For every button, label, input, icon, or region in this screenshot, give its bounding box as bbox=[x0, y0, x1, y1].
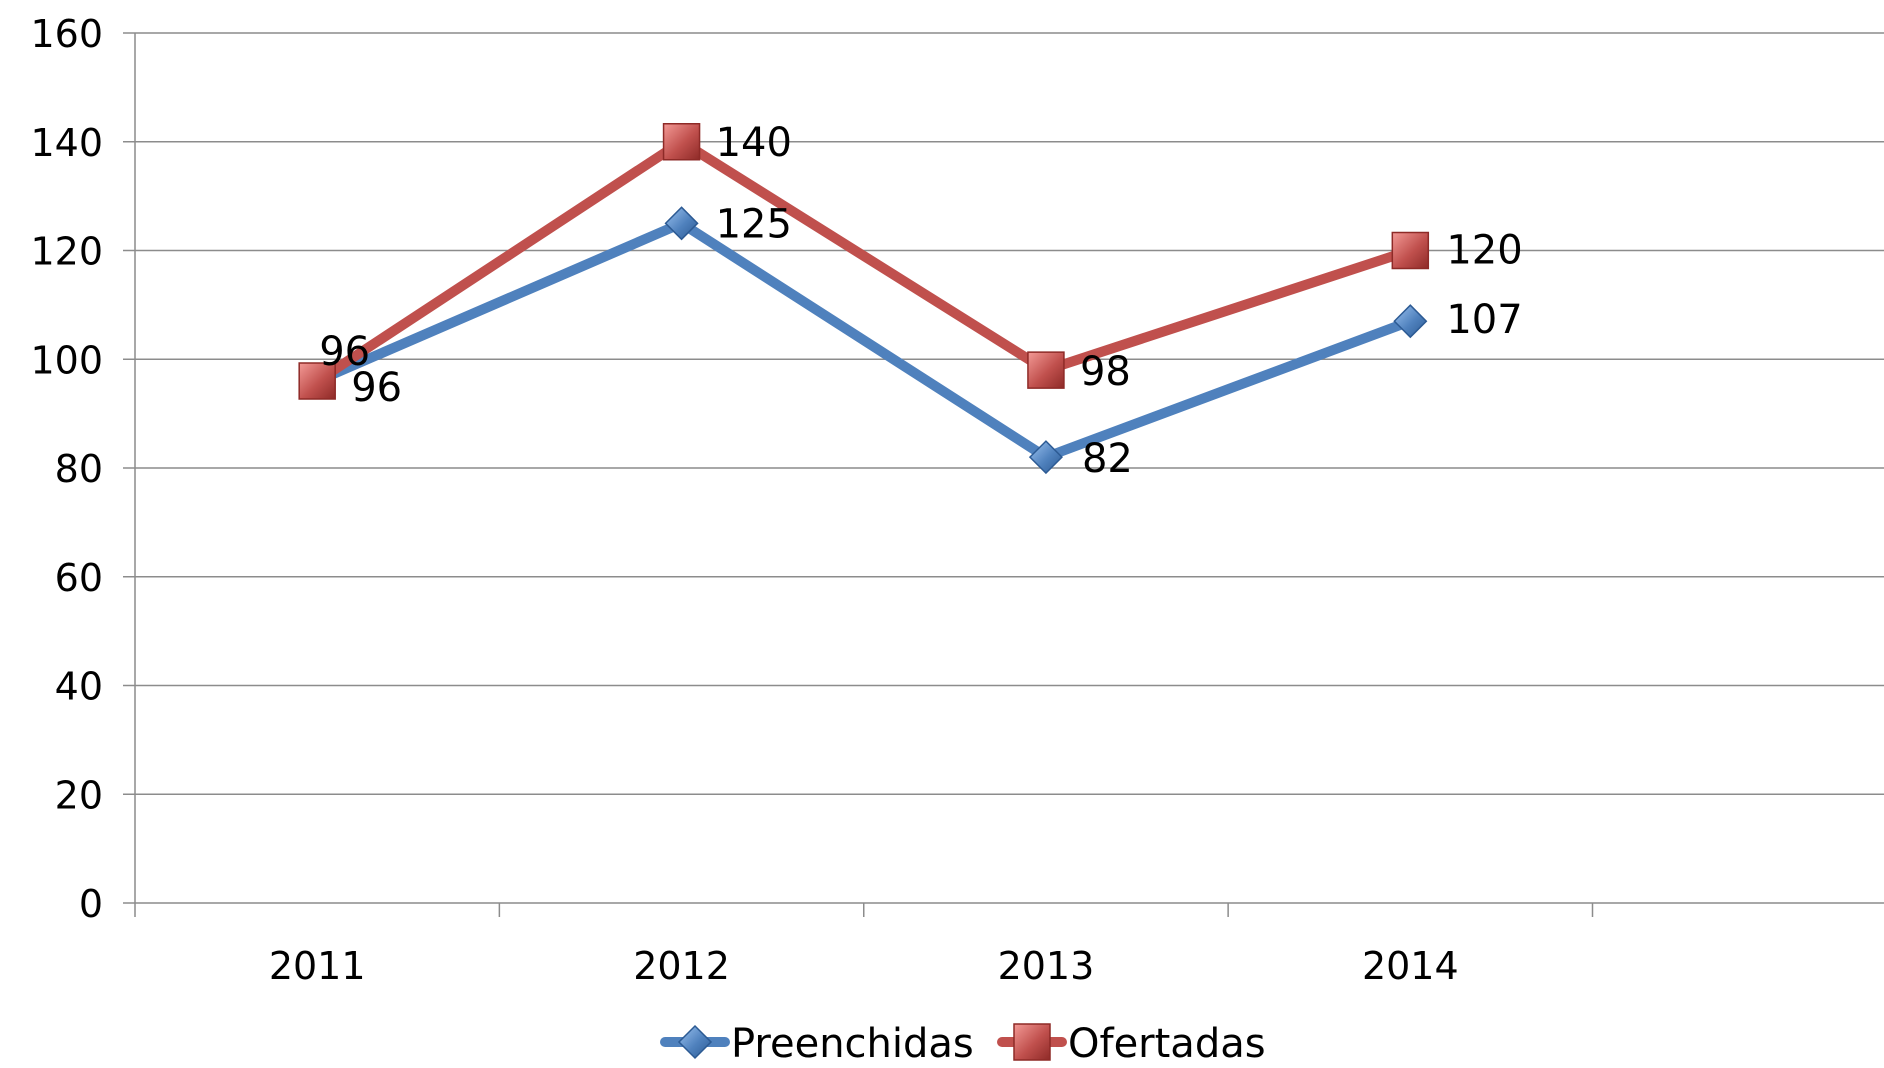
y-tick-label: 20 bbox=[55, 773, 103, 817]
point-ofertadas bbox=[1391, 231, 1430, 270]
legend: Preenchidas Ofertadas bbox=[660, 1021, 1266, 1067]
gridlines bbox=[135, 32, 1884, 795]
point-preenchidas bbox=[1028, 440, 1064, 475]
y-tick-label: 0 bbox=[79, 882, 103, 926]
y-tick-label: 140 bbox=[30, 121, 103, 165]
x-tick-label: 2014 bbox=[1362, 944, 1459, 988]
y-tick-label: 40 bbox=[55, 665, 103, 709]
axes: 0 20 40 60 80 100 120 140 160 2011 2012 2013 2014 bbox=[30, 12, 1884, 988]
data-label: 98 bbox=[1080, 349, 1131, 395]
legend-item-preenchidas: Preenchidas bbox=[660, 1021, 974, 1067]
legend-label: Preenchidas bbox=[731, 1021, 974, 1064]
square-marker-icon bbox=[1013, 1023, 1051, 1061]
point-preenchidas bbox=[664, 206, 699, 241]
point-preenchidas bbox=[1393, 304, 1428, 339]
legend-label: Ofertadas bbox=[1068, 1021, 1266, 1064]
x-tick-label: 2011 bbox=[269, 944, 366, 988]
data-label: 140 bbox=[716, 120, 792, 166]
data-label: 107 bbox=[1446, 297, 1522, 343]
series-line-preenchidas bbox=[312, 218, 1416, 463]
data-label: 96 bbox=[319, 329, 370, 375]
series-line-ofertadas bbox=[312, 136, 1416, 386]
y-tick-label: 100 bbox=[30, 338, 103, 382]
diamond-marker-icon bbox=[677, 1024, 713, 1060]
data-label: 82 bbox=[1082, 436, 1133, 482]
series-group bbox=[298, 123, 1430, 475]
y-tick-label: 120 bbox=[30, 230, 103, 274]
x-tick-label: 2013 bbox=[998, 944, 1095, 988]
legend-item-ofertadas: Ofertadas bbox=[997, 1021, 1266, 1067]
point-ofertadas bbox=[1027, 351, 1065, 389]
point-ofertadas bbox=[298, 362, 336, 400]
y-tick-label: 60 bbox=[55, 556, 103, 600]
data-label: 120 bbox=[1446, 228, 1522, 274]
data-label: 125 bbox=[716, 201, 792, 247]
y-tick-label: 80 bbox=[55, 447, 103, 491]
y-tick-label: 160 bbox=[30, 12, 103, 56]
data-label: 96 bbox=[351, 365, 402, 411]
x-tick-label: 2012 bbox=[633, 944, 730, 988]
point-ofertadas bbox=[662, 123, 701, 161]
data-labels: 96 125 82 107 96 140 98 120 bbox=[319, 120, 1522, 482]
